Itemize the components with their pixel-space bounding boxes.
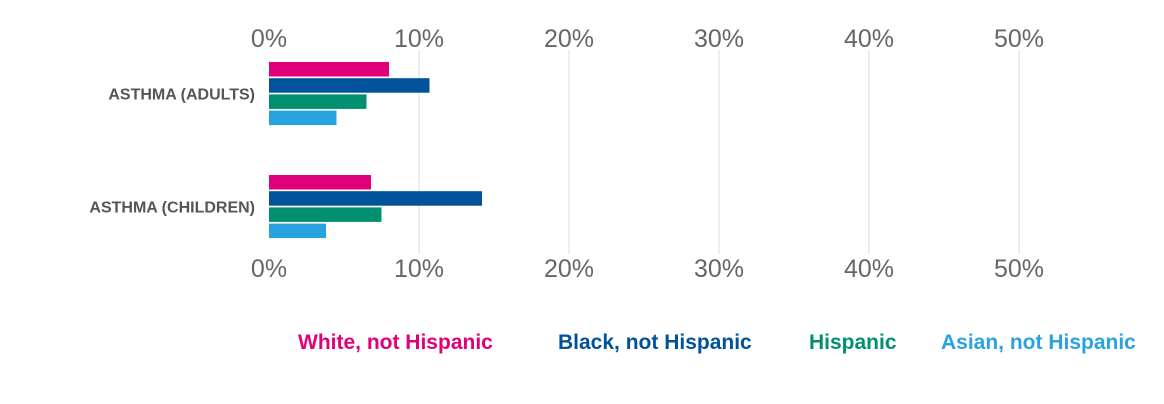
- legend-item[interactable]: Black, not Hispanic: [558, 331, 752, 354]
- bar[interactable]: [269, 94, 367, 109]
- category-label: ASTHMA (ADULTS): [108, 87, 255, 104]
- grid-lines: [418, 50, 1020, 254]
- bars: [269, 62, 482, 239]
- top-tick-label: 50%: [994, 25, 1044, 53]
- bottom-tick-label: 50%: [994, 255, 1044, 283]
- bar[interactable]: [269, 110, 337, 126]
- axis-labels: 0% 0% 10% 10% 20% 20% 30% 30% 40% 40% 50% 50% ASTHMA…: [89, 25, 1044, 283]
- bottom-tick-label: 0%: [251, 255, 287, 283]
- category-label: ASTHMA (CHILDREN): [89, 200, 255, 217]
- bar[interactable]: [269, 175, 371, 190]
- bar[interactable]: [269, 191, 482, 206]
- top-tick-label: 20%: [544, 25, 594, 53]
- bottom-tick-label: 20%: [544, 255, 594, 283]
- top-tick-label: 30%: [694, 25, 744, 53]
- legend: White, not Hispanic Black, not Hispanic Hi…: [298, 331, 1136, 354]
- bar[interactable]: [269, 62, 389, 77]
- top-tick-label: 10%: [394, 25, 444, 53]
- bar[interactable]: [269, 223, 326, 239]
- bar[interactable]: [269, 207, 382, 222]
- top-tick-label: 0%: [251, 25, 287, 53]
- legend-item[interactable]: White, not Hispanic: [298, 331, 493, 354]
- bottom-tick-label: 30%: [694, 255, 744, 283]
- legend-item[interactable]: Hispanic: [809, 331, 897, 354]
- legend-item[interactable]: Asian, not Hispanic: [941, 331, 1136, 354]
- bottom-tick-label: 40%: [844, 255, 894, 283]
- bar[interactable]: [269, 78, 430, 93]
- top-tick-label: 40%: [844, 25, 894, 53]
- bottom-tick-label: 10%: [394, 255, 444, 283]
